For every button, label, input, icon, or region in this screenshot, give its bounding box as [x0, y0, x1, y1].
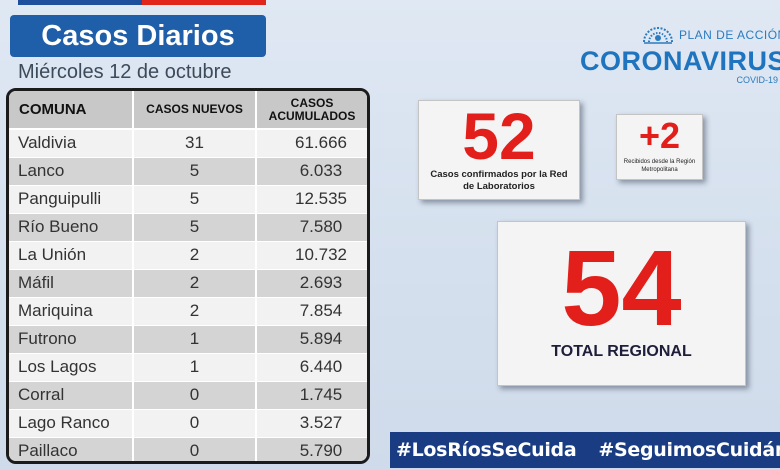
table-body: Valdivia 31 61.666 Lanco 5 6.033 Panguipulli 5 1…	[9, 128, 367, 461]
table-row: Paillaco 0 5.790	[9, 436, 367, 461]
cell-comuna: Valdivia	[9, 128, 134, 157]
plan-label: PLAN DE ACCIÓN	[679, 28, 780, 42]
cases-table: COMUNA CASOS NUEVOS CASOS ACUMULADOS Val…	[6, 88, 370, 464]
page-title: Casos Diarios	[10, 15, 266, 57]
cell-casos-nuevos: 2	[133, 268, 257, 297]
total-regional-label: TOTAL REGIONAL	[551, 343, 692, 360]
table-row: Mariquina 2 7.854	[9, 296, 367, 325]
cell-casos-nuevos: 5	[133, 184, 257, 213]
covid-label: COVID-19	[736, 75, 778, 85]
table-row: Los Lagos 1 6.440	[9, 352, 367, 381]
table-row: Corral 0 1.745	[9, 380, 367, 409]
total-regional-card: 54 TOTAL REGIONAL	[497, 221, 746, 386]
cell-comuna: Los Lagos	[9, 352, 134, 381]
cell-comuna: Corral	[9, 380, 134, 409]
coronavirus-label: CORONAVIRUS	[580, 46, 780, 76]
government-seal-icon	[643, 27, 673, 44]
cell-casos-acumulados: 7.580	[256, 212, 367, 241]
cell-casos-nuevos: 2	[133, 240, 257, 269]
flag-stripe	[18, 0, 266, 5]
column-header-casos-nuevos: CASOS NUEVOS	[133, 91, 257, 130]
table-header-row: COMUNA CASOS NUEVOS CASOS ACUMULADOS	[9, 91, 367, 130]
date-label: Miércoles 12 de octubre	[18, 61, 232, 83]
table-row: La Unión 2 10.732	[9, 240, 367, 269]
cell-casos-acumulados: 10.732	[256, 240, 367, 269]
cell-casos-acumulados: 2.693	[256, 268, 367, 297]
table-row: Panguipulli 5 12.535	[9, 184, 367, 213]
cell-casos-nuevos: 5	[133, 156, 257, 185]
cell-comuna: Mariquina	[9, 296, 134, 325]
lab-cases-card: 52 Casos confirmados por la Red de Labor…	[418, 100, 580, 200]
cell-casos-nuevos: 0	[133, 380, 257, 409]
cell-comuna: Máfil	[9, 268, 134, 297]
flag-stripe-red	[142, 0, 266, 5]
cell-casos-nuevos: 31	[133, 128, 257, 157]
cell-casos-nuevos: 1	[133, 324, 257, 353]
cell-casos-nuevos: 1	[133, 352, 257, 381]
cell-casos-acumulados: 3.527	[256, 408, 367, 437]
cell-casos-acumulados: 61.666	[256, 128, 367, 157]
lab-cases-label: Casos confirmados por la Red de Laborato…	[430, 169, 568, 192]
cell-comuna: Lanco	[9, 156, 134, 185]
table-row: Lanco 5 6.033	[9, 156, 367, 185]
table-row: Valdivia 31 61.666	[9, 128, 367, 157]
cell-casos-nuevos: 0	[133, 408, 257, 437]
cell-casos-acumulados: 7.854	[256, 296, 367, 325]
rm-cases-label: Recibidos desde la Región Metropolitana	[623, 159, 696, 173]
cell-casos-acumulados: 12.535	[256, 184, 367, 213]
rm-cases-value: +2	[638, 115, 681, 156]
cell-casos-acumulados: 1.745	[256, 380, 367, 409]
table-row: Futrono 1 5.894	[9, 324, 367, 353]
column-header-casos-acumulados: CASOS ACUMULADOS	[256, 91, 367, 130]
table-row: Río Bueno 5 7.580	[9, 212, 367, 241]
cell-casos-acumulados: 6.033	[256, 156, 367, 185]
table-row: Máfil 2 2.693	[9, 268, 367, 297]
cell-comuna: Futrono	[9, 324, 134, 353]
cell-casos-acumulados: 5.790	[256, 436, 367, 461]
rm-cases-card: +2 Recibidos desde la Región Metropolita…	[616, 114, 703, 180]
hashtag-los-rios[interactable]: #LosRíosSeCuida	[396, 439, 577, 461]
flag-stripe-blue	[18, 0, 142, 5]
cell-casos-nuevos: 5	[133, 212, 257, 241]
cell-casos-nuevos: 2	[133, 296, 257, 325]
lab-cases-value: 52	[462, 99, 536, 173]
cell-comuna: Paillaco	[9, 436, 134, 461]
cell-comuna: Panguipulli	[9, 184, 134, 213]
cell-casos-acumulados: 6.440	[256, 352, 367, 381]
cell-comuna: La Unión	[9, 240, 134, 269]
cell-casos-nuevos: 0	[133, 436, 257, 461]
cell-comuna: Río Bueno	[9, 212, 134, 241]
plan-de-accion-logo: PLAN DE ACCIÓN CORONAVIRUS COVID-19	[580, 22, 780, 86]
hashtag-seguimos[interactable]: #SeguimosCuidándonos	[598, 439, 780, 461]
cell-comuna: Lago Ranco	[9, 408, 134, 437]
hashtag-banner: #LosRíosSeCuida #SeguimosCuidándonos	[390, 432, 780, 468]
column-header-comuna: COMUNA	[9, 91, 134, 130]
table-row: Lago Ranco 0 3.527	[9, 408, 367, 437]
cell-casos-acumulados: 5.894	[256, 324, 367, 353]
total-regional-value: 54	[561, 227, 682, 348]
